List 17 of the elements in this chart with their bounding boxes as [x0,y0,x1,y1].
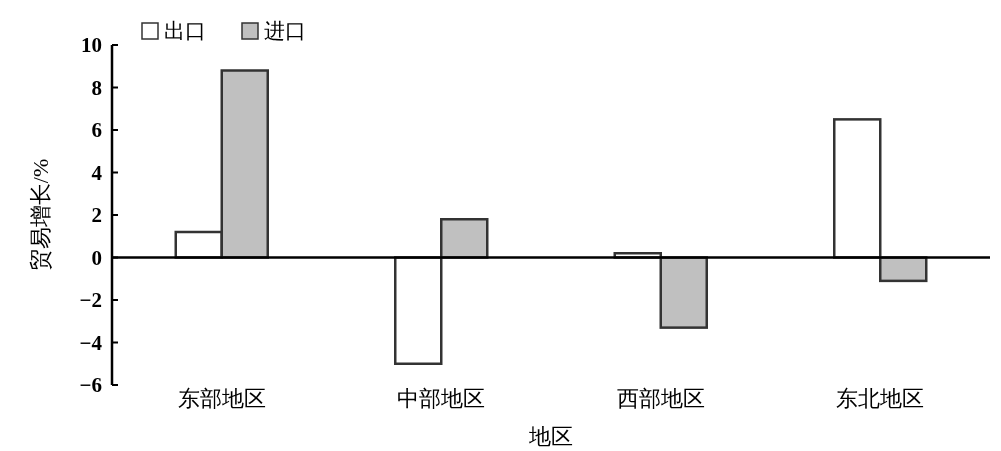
y-tick-label: 4 [91,160,103,185]
y-axis-title: 贸易增长/% [28,158,53,272]
x-tick-label: 东北地区 [836,386,925,411]
x-axis-title: 地区 [528,424,573,449]
y-tick-label: −2 [79,288,102,312]
y-tick-label: 0 [91,245,102,270]
y-tick-label: −4 [79,330,103,355]
y-tick-label: −6 [79,373,102,397]
legend-label: 进口 [264,19,306,43]
x-tick-label: 中部地区 [397,386,486,411]
x-tick-label: 西部地区 [616,386,705,411]
x-tick-label: 东部地区 [177,386,266,411]
y-tick-label: 10 [81,33,102,57]
y-tick-label: 8 [91,75,102,100]
y-tick-label: 6 [91,118,102,142]
legend-label: 出口 [164,19,206,43]
y-tick-label: 2 [91,203,102,227]
